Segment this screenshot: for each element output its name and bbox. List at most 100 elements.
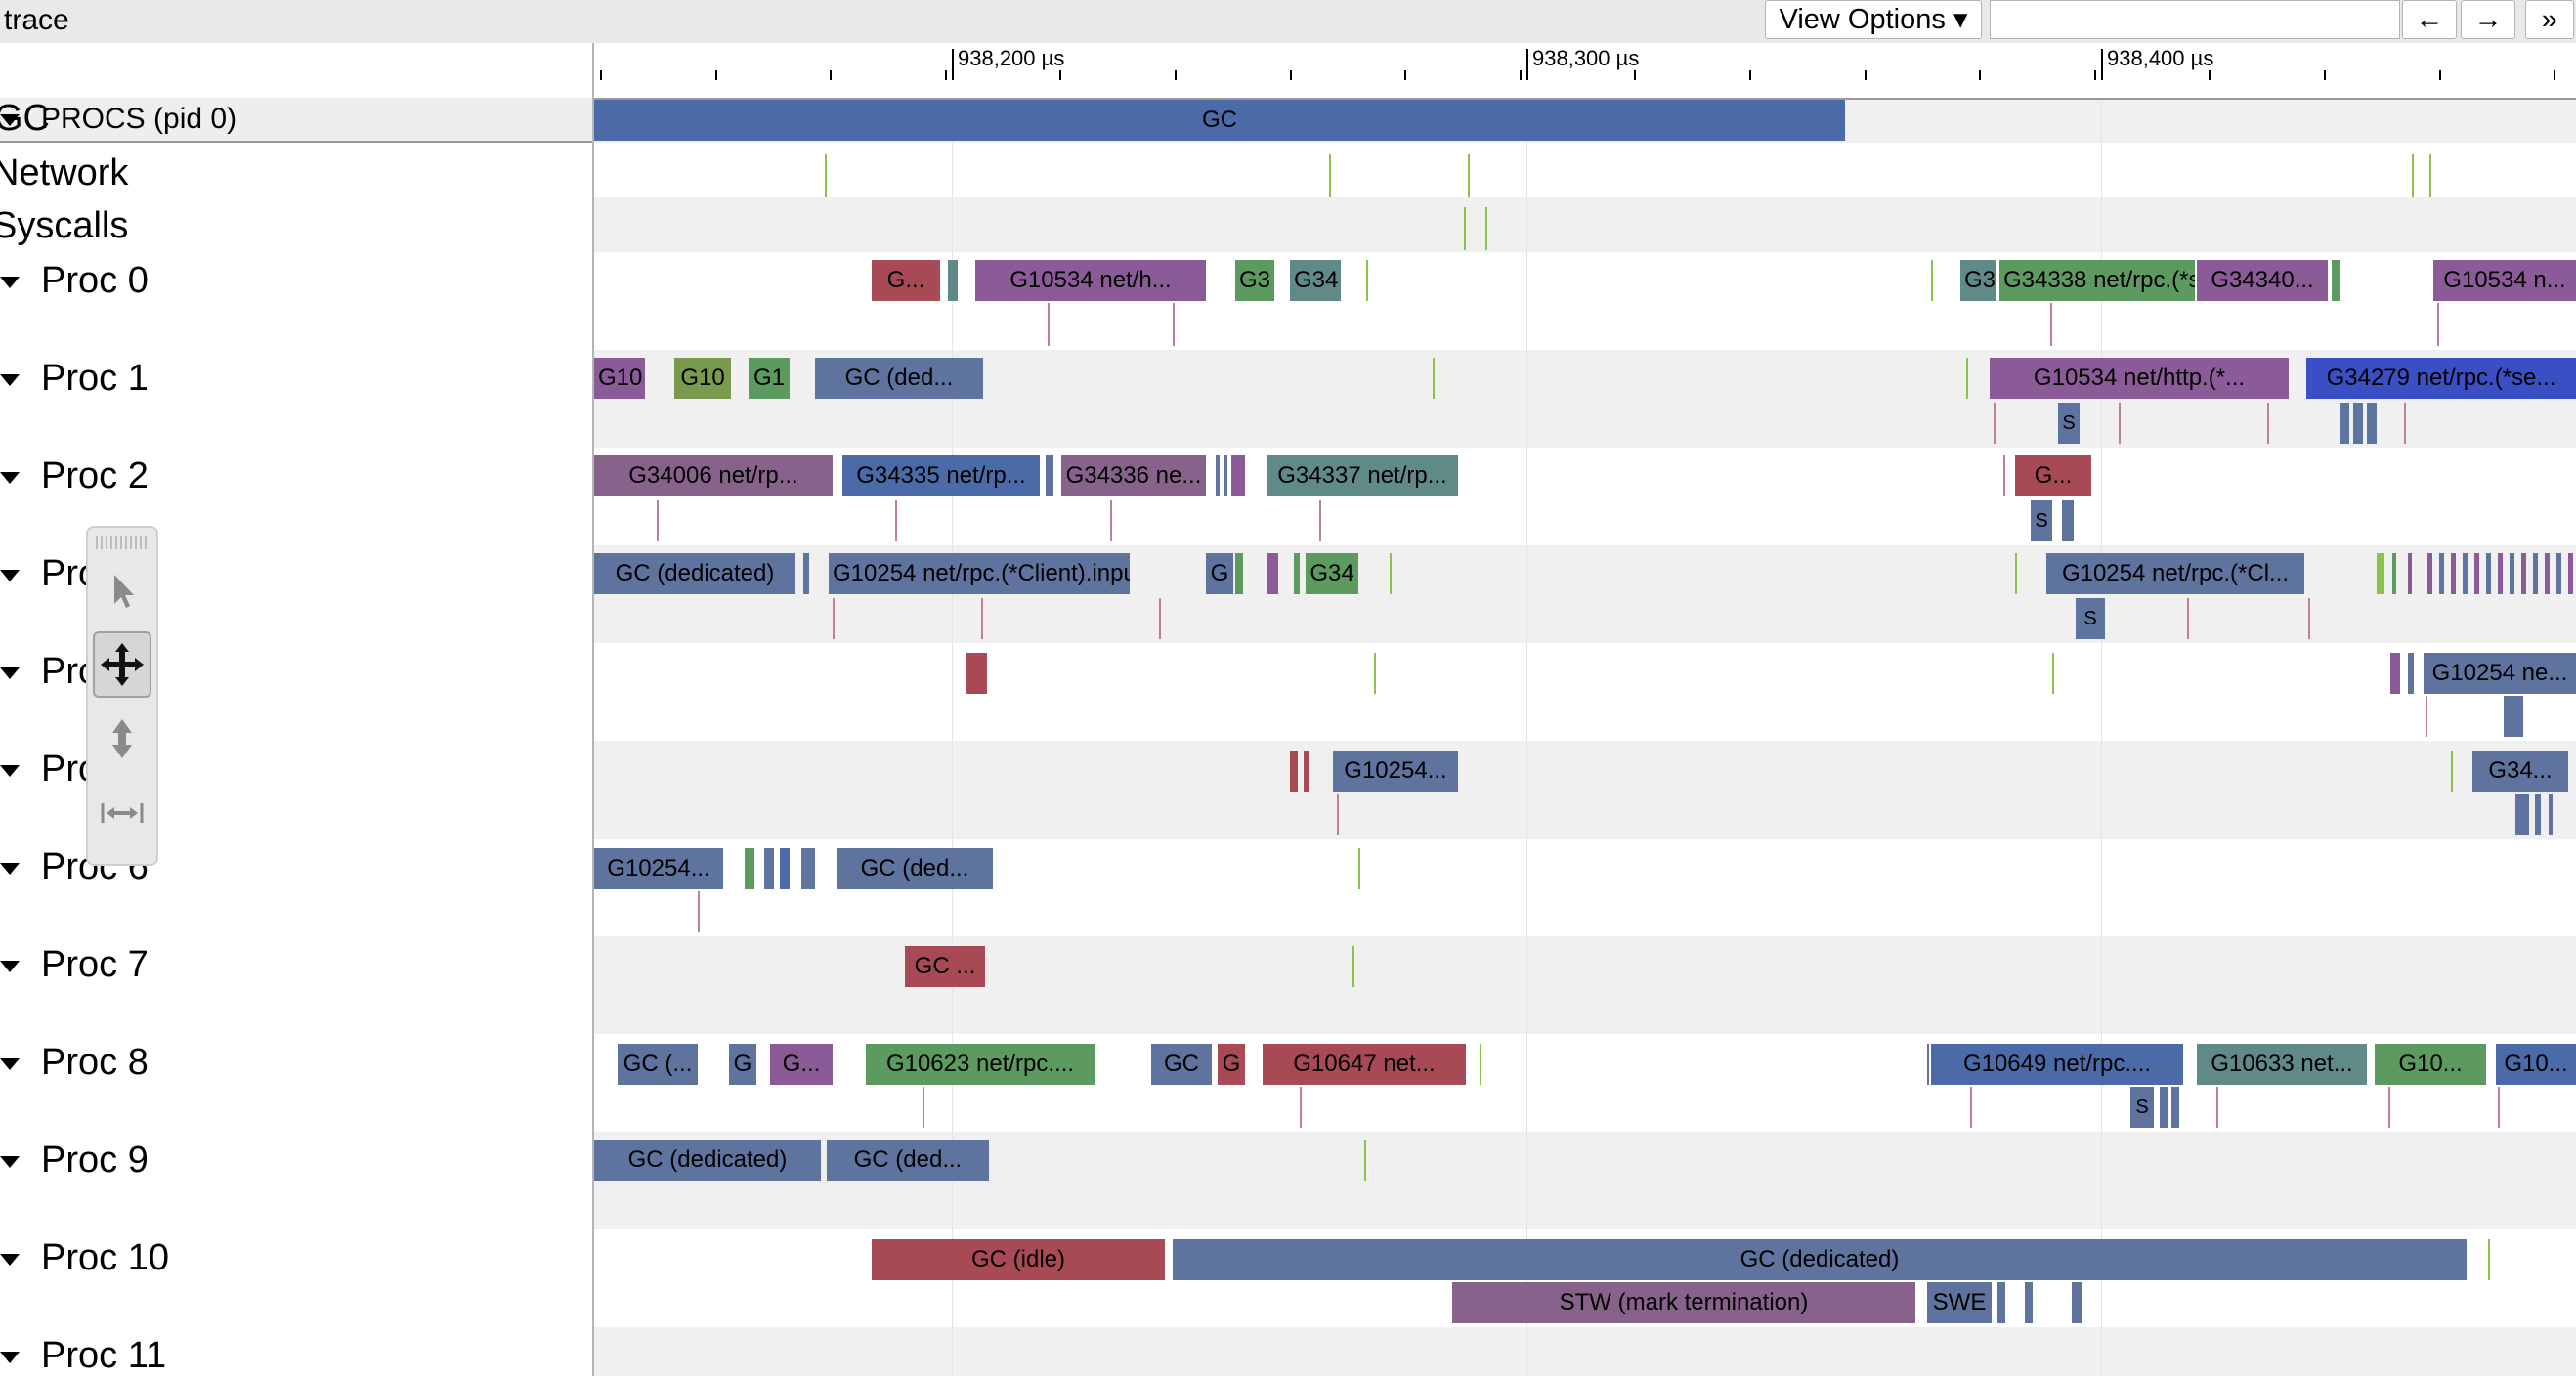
event-tick[interactable] [1358, 848, 1360, 889]
event-tick[interactable] [2498, 553, 2503, 594]
goroutine-slice[interactable]: G34338 net/rpc.(*se... [1999, 260, 2195, 301]
goroutine-slice[interactable]: G34279 net/rpc.(*se... [2306, 358, 2576, 399]
view-options-button[interactable]: View Options ▾ [1765, 0, 1982, 39]
event-tick[interactable] [803, 553, 809, 594]
goroutine-slice[interactable]: G... [770, 1044, 833, 1085]
goroutine-slice[interactable]: G10 [674, 358, 731, 399]
event-tick[interactable] [2568, 553, 2573, 594]
network-event[interactable] [2429, 154, 2431, 197]
network-event[interactable] [1468, 154, 1470, 197]
goroutine-slice[interactable]: G34006 net/rp... [594, 455, 833, 496]
goroutine-slice[interactable]: G10254 net/rpc.(*Cl... [2046, 553, 2304, 594]
goroutine-slice[interactable]: G10647 net... [1263, 1044, 1466, 1085]
goroutine-slice[interactable]: G34... [2472, 751, 2568, 792]
event-tick[interactable] [1352, 946, 1354, 987]
goroutine-slice[interactable]: G... [2015, 455, 2091, 496]
zoom-tool-icon[interactable] [93, 706, 151, 772]
goroutine-slice[interactable]: GC (dedicated) [594, 1140, 821, 1181]
event-tick[interactable] [1390, 553, 1392, 594]
syscall-slice[interactable] [2062, 500, 2074, 541]
track-label-proc-11[interactable]: Proc 11 [0, 1335, 166, 1376]
event-tick[interactable] [2474, 553, 2479, 594]
track-label-network[interactable]: Network [0, 152, 129, 194]
goroutine-slice[interactable]: G10... [2496, 1044, 2576, 1085]
event-tick[interactable] [1966, 358, 1968, 399]
syscall-event[interactable] [1485, 207, 1487, 250]
goroutine-slice[interactable]: GC (dedicated) [1173, 1239, 2467, 1280]
event-tick[interactable] [2451, 553, 2456, 594]
time-ruler[interactable]: 938,200 µs 938,300 µs 938,400 µs [594, 43, 2576, 100]
event-tick[interactable] [1366, 260, 1368, 301]
event-tick[interactable] [1997, 1282, 2005, 1323]
goroutine-slice[interactable]: G10254... [594, 848, 723, 889]
timeline-plot[interactable]: GC G... G10534 net/h... G3 G34 G3 G34338… [594, 100, 2576, 1376]
track-label-proc-2[interactable]: Proc 2 [0, 455, 149, 497]
event-tick[interactable] [2545, 553, 2550, 594]
track-label-proc-7[interactable]: Proc 7 [0, 944, 149, 986]
goroutine-slice[interactable]: G [1206, 553, 1233, 594]
goroutine-slice[interactable]: GC (ded... [827, 1140, 989, 1181]
syscall-slice[interactable] [2549, 794, 2553, 835]
syscall-slice[interactable] [2504, 696, 2523, 737]
event-tick[interactable] [764, 848, 774, 889]
event-tick[interactable] [2510, 553, 2514, 594]
event-tick[interactable] [2451, 751, 2453, 792]
syscall-slice[interactable] [2340, 403, 2349, 444]
event-tick[interactable] [1231, 455, 1245, 496]
goroutine-slice[interactable]: G10623 net/rpc.... [866, 1044, 1095, 1085]
goroutine-slice[interactable] [966, 653, 987, 694]
goroutine-slice[interactable]: G10254 net/rpc.(*Client).input [829, 553, 1130, 594]
syscall-slice[interactable]: S [2076, 598, 2105, 639]
goroutine-slice[interactable]: G34335 net/rp... [842, 455, 1040, 496]
event-tick[interactable] [2025, 1282, 2033, 1323]
event-tick[interactable] [2390, 653, 2400, 694]
event-tick[interactable] [1374, 653, 1376, 694]
syscall-slice[interactable] [2367, 403, 2377, 444]
goroutine-slice[interactable]: G10649 net/rpc.... [1931, 1044, 2183, 1085]
goroutine-slice[interactable]: G3 [1235, 260, 1274, 301]
goroutine-slice[interactable]: G34337 net/rp... [1267, 455, 1458, 496]
event-tick[interactable] [1046, 455, 1053, 496]
goroutine-slice[interactable]: GC ... [905, 946, 985, 987]
event-tick[interactable] [780, 848, 790, 889]
event-tick[interactable] [2332, 260, 2340, 301]
goroutine-slice[interactable]: G10254 ne... [2424, 653, 2576, 694]
pan-tool-icon[interactable] [93, 631, 151, 698]
goroutine-slice[interactable]: G3 [1960, 260, 1996, 301]
goroutine-slice[interactable]: G10... [2375, 1044, 2486, 1085]
syscall-event[interactable] [1464, 207, 1466, 250]
goroutine-slice[interactable]: G10 [594, 358, 645, 399]
event-tick[interactable] [2408, 553, 2412, 594]
track-label-proc-0[interactable]: Proc 0 [0, 260, 149, 302]
event-tick[interactable] [2072, 1282, 2082, 1323]
syscall-slice[interactable]: S [2130, 1087, 2154, 1128]
event-tick[interactable] [801, 848, 815, 889]
event-tick[interactable] [2015, 553, 2017, 594]
event-tick[interactable] [1294, 553, 1300, 594]
gc-slice[interactable]: GC [594, 100, 1845, 141]
goroutine-slice[interactable]: G1 [749, 358, 790, 399]
goroutine-slice[interactable]: G34336 ne... [1061, 455, 1206, 496]
event-tick[interactable] [2486, 553, 2491, 594]
syscall-slice[interactable]: S [2058, 403, 2080, 444]
goroutine-slice[interactable]: G34 [1290, 260, 1341, 301]
network-event[interactable] [1329, 154, 1331, 197]
goroutine-slice[interactable]: G34 [1306, 553, 1358, 594]
event-tick[interactable] [2439, 553, 2444, 594]
goroutine-slice[interactable]: G10534 n... [2433, 260, 2576, 301]
syscall-slice[interactable] [2171, 1087, 2179, 1128]
swe-slice[interactable]: SWE [1927, 1282, 1992, 1323]
track-label-proc-1[interactable]: Proc 1 [0, 358, 149, 400]
syscall-slice[interactable] [2535, 794, 2541, 835]
goroutine-slice[interactable]: GC (ded... [815, 358, 983, 399]
goroutine-slice[interactable]: G [729, 1044, 756, 1085]
event-tick[interactable] [1304, 751, 1309, 792]
event-tick[interactable] [2533, 553, 2538, 594]
select-tool-icon[interactable] [93, 557, 151, 624]
goroutine-slice[interactable] [948, 260, 958, 301]
event-tick[interactable] [2392, 553, 2396, 594]
event-tick[interactable] [2427, 553, 2432, 594]
event-tick[interactable] [2052, 653, 2054, 694]
goroutine-slice[interactable]: G10254... [1333, 751, 1458, 792]
event-tick[interactable] [1216, 455, 1220, 496]
